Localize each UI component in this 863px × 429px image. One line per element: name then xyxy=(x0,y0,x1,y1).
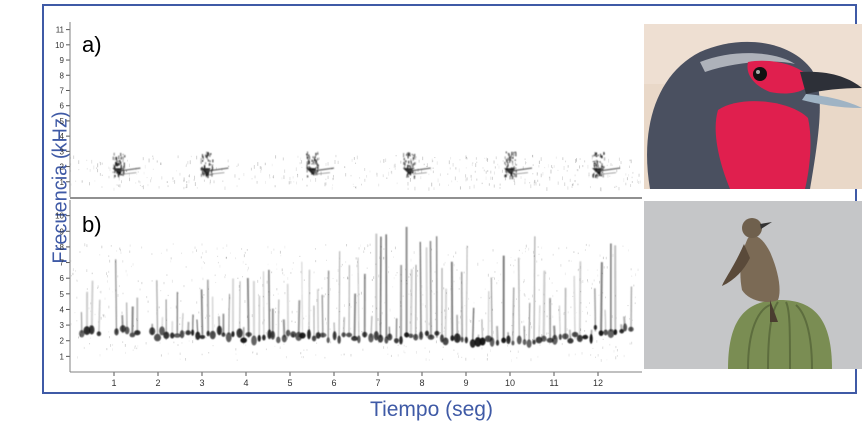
panel-b-y-tick-label: 8 xyxy=(60,243,65,252)
panel-a-y-tick-label: 3 xyxy=(60,147,65,156)
panel-a-y-tick-label: 4 xyxy=(60,132,65,141)
song-segment xyxy=(535,261,593,345)
photo1-throat xyxy=(715,101,811,189)
call-mark xyxy=(402,152,431,179)
panel-b-y-tick-label: 2 xyxy=(60,337,65,346)
x-tick-label: 11 xyxy=(549,378,558,388)
x-axis-label: Tiempo (seg) xyxy=(370,398,493,421)
photo1-beak-lower xyxy=(802,94,862,108)
x-tick-label: 5 xyxy=(287,378,292,388)
x-tick-label: 9 xyxy=(463,378,468,388)
song-segment xyxy=(240,269,281,346)
photo2-bird-body xyxy=(740,235,780,302)
panel-a: 1 2 3 4 5 6 7 8 9 10 11 a) xyxy=(55,22,642,197)
song-segment xyxy=(319,233,379,344)
x-tick-label: 1 xyxy=(111,378,116,388)
figure-frame: Frecuencia (kHz) xyxy=(42,4,857,394)
panel-a-background xyxy=(70,22,642,197)
panel-b-y-tick-label: 9 xyxy=(60,227,65,236)
panel-b-y-tick-label: 7 xyxy=(60,259,65,268)
photo2-bird-tail xyxy=(770,300,778,322)
song-segment xyxy=(149,278,243,343)
panel-a-y-tick-label: 2 xyxy=(60,163,65,172)
photo2-bird-beak xyxy=(760,222,772,229)
x-tick-label: 10 xyxy=(505,378,515,388)
red-throated-bird-photo xyxy=(644,24,862,189)
panel-a-y-tick-label: 9 xyxy=(60,56,65,65)
call-mark xyxy=(200,151,229,179)
x-tick-label: 2 xyxy=(155,378,160,388)
song-segment xyxy=(442,236,536,348)
song-segment xyxy=(281,261,321,343)
panel-b-y-tick-label: 6 xyxy=(60,274,65,283)
panel-a-yticks: 1 2 3 4 5 6 7 8 9 10 11 xyxy=(55,26,70,187)
photo2-bird-head xyxy=(742,218,762,238)
photo2-bird-wing xyxy=(722,244,750,286)
photo1-brow xyxy=(700,53,795,72)
panel-b-background xyxy=(70,200,642,372)
panel-a-y-tick-label: 10 xyxy=(55,41,64,50)
song-segment xyxy=(114,259,141,338)
panel-a-y-tick-label: 6 xyxy=(60,102,65,111)
song-segment xyxy=(377,226,444,345)
panel-b-y-tick-label: 5 xyxy=(60,290,65,299)
x-tick-label: 6 xyxy=(331,378,336,388)
song-segment xyxy=(593,243,634,338)
call-mark xyxy=(306,151,335,178)
panel-a-label: a) xyxy=(82,32,102,57)
panel-a-y-tick-label: 11 xyxy=(56,26,65,35)
panel-b-song xyxy=(79,226,634,348)
photo1-eye xyxy=(753,67,767,81)
x-tick-label: 4 xyxy=(243,378,248,388)
bird-on-cactus-photo xyxy=(644,201,862,369)
song-segment xyxy=(79,280,102,338)
panel-a-y-tick-label: 5 xyxy=(60,117,65,126)
panel-b-yticks: 1 2 3 4 5 6 7 8 9 10 xyxy=(55,212,70,361)
call-mark xyxy=(504,151,533,180)
panel-b-y-tick-label: 3 xyxy=(60,321,65,330)
photo2-cactus xyxy=(728,300,832,369)
panel-a-y-tick-label: 7 xyxy=(60,86,65,95)
x-tick-label: 7 xyxy=(375,378,380,388)
x-ticks: 1 2 3 4 5 6 7 8 9 10 11 12 xyxy=(111,372,603,388)
photo1-beak-upper xyxy=(800,71,862,94)
panel-a-y-tick-label: 8 xyxy=(60,71,65,80)
panel-b-y-tick-label: 10 xyxy=(55,212,64,221)
panel-b-label: b) xyxy=(82,212,102,237)
x-tick-label: 12 xyxy=(593,378,603,388)
panel-b-y-tick-label: 1 xyxy=(60,352,65,361)
panel-a-calls xyxy=(112,151,621,180)
call-mark xyxy=(112,152,141,179)
x-tick-label: 8 xyxy=(419,378,424,388)
x-tick-label: 3 xyxy=(199,378,204,388)
panel-a-y-tick-label: 1 xyxy=(60,178,65,187)
panel-b-y-tick-label: 4 xyxy=(60,305,65,314)
call-mark xyxy=(592,151,621,179)
